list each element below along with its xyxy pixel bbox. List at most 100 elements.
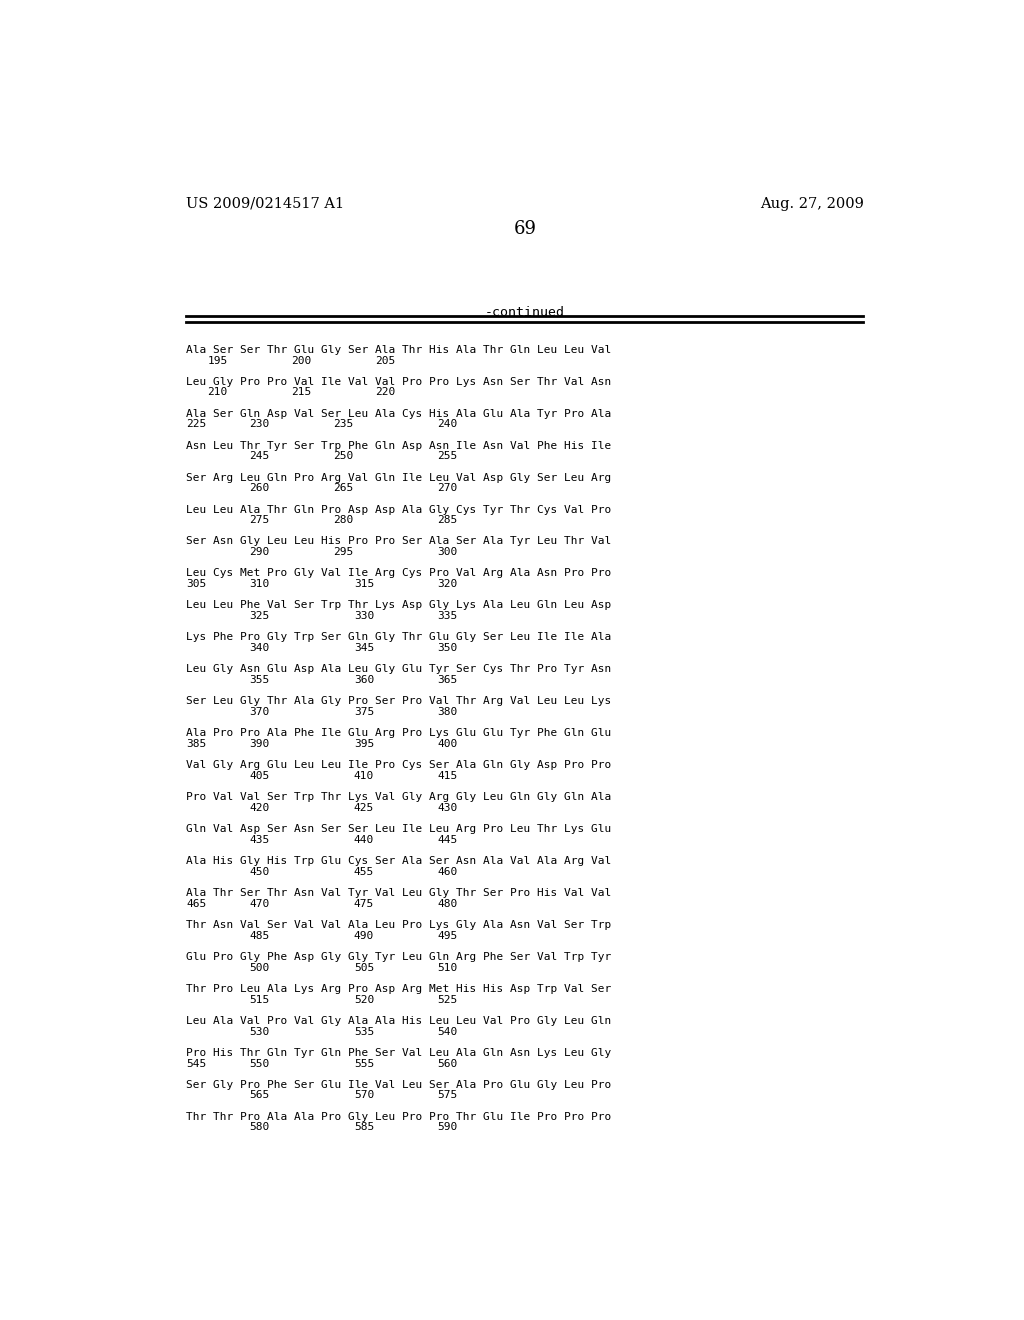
Text: Thr Thr Pro Ala Ala Pro Gly Leu Pro Pro Thr Glu Ile Pro Pro Pro: Thr Thr Pro Ala Ala Pro Gly Leu Pro Pro … (186, 1111, 611, 1122)
Text: 555: 555 (354, 1059, 374, 1068)
Text: Leu Leu Phe Val Ser Trp Thr Lys Asp Gly Lys Ala Leu Gln Leu Asp: Leu Leu Phe Val Ser Trp Thr Lys Asp Gly … (186, 601, 611, 610)
Text: 300: 300 (437, 548, 458, 557)
Text: 530: 530 (249, 1027, 269, 1036)
Text: 485: 485 (249, 931, 269, 941)
Text: Aug. 27, 2009: Aug. 27, 2009 (760, 197, 863, 211)
Text: 380: 380 (437, 708, 458, 717)
Text: 505: 505 (354, 962, 374, 973)
Text: 200: 200 (291, 355, 311, 366)
Text: 535: 535 (354, 1027, 374, 1036)
Text: 515: 515 (249, 995, 269, 1005)
Text: Leu Gly Asn Glu Asp Ala Leu Gly Glu Tyr Ser Cys Thr Pro Tyr Asn: Leu Gly Asn Glu Asp Ala Leu Gly Glu Tyr … (186, 664, 611, 675)
Text: Ser Asn Gly Leu Leu His Pro Pro Ser Ala Ser Ala Tyr Leu Thr Val: Ser Asn Gly Leu Leu His Pro Pro Ser Ala … (186, 536, 611, 546)
Text: 385: 385 (186, 739, 207, 748)
Text: 235: 235 (333, 420, 353, 429)
Text: 590: 590 (437, 1122, 458, 1133)
Text: 215: 215 (291, 388, 311, 397)
Text: 425: 425 (354, 803, 374, 813)
Text: Pro His Thr Gln Tyr Gln Phe Ser Val Leu Ala Gln Asn Lys Leu Gly: Pro His Thr Gln Tyr Gln Phe Ser Val Leu … (186, 1048, 611, 1057)
Text: 325: 325 (249, 611, 269, 622)
Text: Ala Pro Pro Ala Phe Ile Glu Arg Pro Lys Glu Glu Tyr Phe Gln Glu: Ala Pro Pro Ala Phe Ile Glu Arg Pro Lys … (186, 729, 611, 738)
Text: 470: 470 (249, 899, 269, 908)
Text: Thr Pro Leu Ala Lys Arg Pro Asp Arg Met His His Asp Trp Val Ser: Thr Pro Leu Ala Lys Arg Pro Asp Arg Met … (186, 983, 611, 994)
Text: 230: 230 (249, 420, 269, 429)
Text: 255: 255 (437, 451, 458, 462)
Text: Val Gly Arg Glu Leu Leu Ile Pro Cys Ser Ala Gln Gly Asp Pro Pro: Val Gly Arg Glu Leu Leu Ile Pro Cys Ser … (186, 760, 611, 770)
Text: US 2009/0214517 A1: US 2009/0214517 A1 (186, 197, 344, 211)
Text: 370: 370 (249, 708, 269, 717)
Text: 315: 315 (354, 579, 374, 589)
Text: 520: 520 (354, 995, 374, 1005)
Text: 375: 375 (354, 708, 374, 717)
Text: 455: 455 (354, 867, 374, 876)
Text: 330: 330 (354, 611, 374, 622)
Text: Ser Gly Pro Phe Ser Glu Ile Val Leu Ser Ala Pro Glu Gly Leu Pro: Ser Gly Pro Phe Ser Glu Ile Val Leu Ser … (186, 1080, 611, 1090)
Text: 405: 405 (249, 771, 269, 781)
Text: 460: 460 (437, 867, 458, 876)
Text: 340: 340 (249, 643, 269, 653)
Text: 295: 295 (333, 548, 353, 557)
Text: 465: 465 (186, 899, 207, 908)
Text: 420: 420 (249, 803, 269, 813)
Text: Ser Leu Gly Thr Ala Gly Pro Ser Pro Val Thr Arg Val Leu Leu Lys: Ser Leu Gly Thr Ala Gly Pro Ser Pro Val … (186, 696, 611, 706)
Text: 440: 440 (354, 834, 374, 845)
Text: Leu Leu Ala Thr Gln Pro Asp Asp Ala Gly Cys Tyr Thr Cys Val Pro: Leu Leu Ala Thr Gln Pro Asp Asp Ala Gly … (186, 504, 611, 515)
Text: 285: 285 (437, 515, 458, 525)
Text: Leu Cys Met Pro Gly Val Ile Arg Cys Pro Val Arg Ala Asn Pro Pro: Leu Cys Met Pro Gly Val Ile Arg Cys Pro … (186, 569, 611, 578)
Text: 415: 415 (437, 771, 458, 781)
Text: 195: 195 (208, 355, 227, 366)
Text: 320: 320 (437, 579, 458, 589)
Text: 565: 565 (249, 1090, 269, 1101)
Text: 250: 250 (333, 451, 353, 462)
Text: 310: 310 (249, 579, 269, 589)
Text: 550: 550 (249, 1059, 269, 1068)
Text: 400: 400 (437, 739, 458, 748)
Text: 580: 580 (249, 1122, 269, 1133)
Text: 69: 69 (513, 220, 537, 238)
Text: 435: 435 (249, 834, 269, 845)
Text: 390: 390 (249, 739, 269, 748)
Text: 500: 500 (249, 962, 269, 973)
Text: Ser Arg Leu Gln Pro Arg Val Gln Ile Leu Val Asp Gly Ser Leu Arg: Ser Arg Leu Gln Pro Arg Val Gln Ile Leu … (186, 473, 611, 483)
Text: 220: 220 (375, 388, 395, 397)
Text: 270: 270 (437, 483, 458, 494)
Text: 350: 350 (437, 643, 458, 653)
Text: 355: 355 (249, 675, 269, 685)
Text: Leu Gly Pro Pro Val Ile Val Val Pro Pro Lys Asn Ser Thr Val Asn: Leu Gly Pro Pro Val Ile Val Val Pro Pro … (186, 376, 611, 387)
Text: 575: 575 (437, 1090, 458, 1101)
Text: Lys Phe Pro Gly Trp Ser Gln Gly Thr Glu Gly Ser Leu Ile Ile Ala: Lys Phe Pro Gly Trp Ser Gln Gly Thr Glu … (186, 632, 611, 643)
Text: Ala Ser Ser Thr Glu Gly Ser Ala Thr His Ala Thr Gln Leu Leu Val: Ala Ser Ser Thr Glu Gly Ser Ala Thr His … (186, 345, 611, 355)
Text: 450: 450 (249, 867, 269, 876)
Text: 245: 245 (249, 451, 269, 462)
Text: 540: 540 (437, 1027, 458, 1036)
Text: 345: 345 (354, 643, 374, 653)
Text: 560: 560 (437, 1059, 458, 1068)
Text: Gln Val Asp Ser Asn Ser Ser Leu Ile Leu Arg Pro Leu Thr Lys Glu: Gln Val Asp Ser Asn Ser Ser Leu Ile Leu … (186, 824, 611, 834)
Text: Ala Thr Ser Thr Asn Val Tyr Val Leu Gly Thr Ser Pro His Val Val: Ala Thr Ser Thr Asn Val Tyr Val Leu Gly … (186, 888, 611, 898)
Text: Glu Pro Gly Phe Asp Gly Gly Tyr Leu Gln Arg Phe Ser Val Trp Tyr: Glu Pro Gly Phe Asp Gly Gly Tyr Leu Gln … (186, 952, 611, 962)
Text: 205: 205 (375, 355, 395, 366)
Text: 410: 410 (354, 771, 374, 781)
Text: 510: 510 (437, 962, 458, 973)
Text: Thr Asn Val Ser Val Val Ala Leu Pro Lys Gly Ala Asn Val Ser Trp: Thr Asn Val Ser Val Val Ala Leu Pro Lys … (186, 920, 611, 929)
Text: Ala Ser Gln Asp Val Ser Leu Ala Cys His Ala Glu Ala Tyr Pro Ala: Ala Ser Gln Asp Val Ser Leu Ala Cys His … (186, 409, 611, 418)
Text: Pro Val Val Ser Trp Thr Lys Val Gly Arg Gly Leu Gln Gly Gln Ala: Pro Val Val Ser Trp Thr Lys Val Gly Arg … (186, 792, 611, 803)
Text: 490: 490 (354, 931, 374, 941)
Text: 445: 445 (437, 834, 458, 845)
Text: Ala His Gly His Trp Glu Cys Ser Ala Ser Asn Ala Val Ala Arg Val: Ala His Gly His Trp Glu Cys Ser Ala Ser … (186, 857, 611, 866)
Text: 210: 210 (208, 388, 227, 397)
Text: 275: 275 (249, 515, 269, 525)
Text: 335: 335 (437, 611, 458, 622)
Text: 305: 305 (186, 579, 207, 589)
Text: 525: 525 (437, 995, 458, 1005)
Text: 280: 280 (333, 515, 353, 525)
Text: Asn Leu Thr Tyr Ser Trp Phe Gln Asp Asn Ile Asn Val Phe His Ile: Asn Leu Thr Tyr Ser Trp Phe Gln Asp Asn … (186, 441, 611, 450)
Text: 265: 265 (333, 483, 353, 494)
Text: 475: 475 (354, 899, 374, 908)
Text: 585: 585 (354, 1122, 374, 1133)
Text: -continued: -continued (484, 306, 565, 319)
Text: Leu Ala Val Pro Val Gly Ala Ala His Leu Leu Val Pro Gly Leu Gln: Leu Ala Val Pro Val Gly Ala Ala His Leu … (186, 1016, 611, 1026)
Text: 290: 290 (249, 548, 269, 557)
Text: 480: 480 (437, 899, 458, 908)
Text: 365: 365 (437, 675, 458, 685)
